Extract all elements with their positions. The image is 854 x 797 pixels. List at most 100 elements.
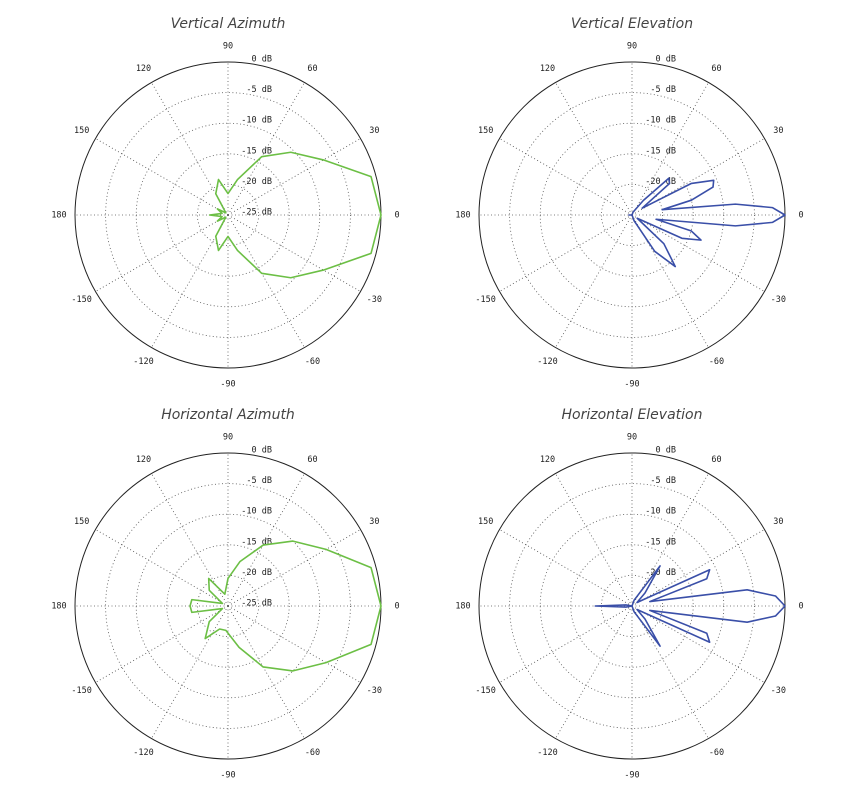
grid-spoke xyxy=(499,529,633,607)
grid-spoke xyxy=(631,605,765,683)
theta-tick-label: 180 xyxy=(455,602,470,612)
theta-tick-label: 60 xyxy=(307,455,317,465)
r-tick-label: -20 dB xyxy=(241,568,272,578)
grid-spoke xyxy=(227,605,361,683)
grid-spoke xyxy=(95,529,229,607)
pattern-line xyxy=(594,565,786,647)
grid-spoke xyxy=(151,605,229,739)
theta-tick-label: 30 xyxy=(369,126,379,136)
grid-spoke xyxy=(499,214,633,292)
r-tick-label: -5 dB xyxy=(246,476,272,486)
grid-ring xyxy=(166,544,290,668)
grid-ring xyxy=(601,575,664,638)
grid-spoke xyxy=(631,82,709,216)
theta-tick-label: 60 xyxy=(711,64,721,74)
grid-spoke xyxy=(631,605,709,739)
theta-tick-label: -30 xyxy=(367,686,382,696)
theta-tick-label: -120 xyxy=(537,357,557,367)
grid-spoke xyxy=(227,473,305,607)
grid-ring xyxy=(135,122,321,308)
r-tick-label: 0 dB xyxy=(656,55,676,65)
r-tick-label: -5 dB xyxy=(650,85,676,95)
grid-ring xyxy=(196,183,259,246)
theta-tick-label: 150 xyxy=(478,126,493,136)
grid-spoke xyxy=(227,82,305,216)
r-tick-label: -15 dB xyxy=(645,146,676,156)
theta-tick-label: 30 xyxy=(773,517,783,527)
r-tick-label: -20 dB xyxy=(645,568,676,578)
theta-tick-label: 0 xyxy=(798,602,803,612)
r-tick-label: -15 dB xyxy=(645,537,676,547)
theta-tick-label: 0 xyxy=(394,211,399,221)
theta-tick-label: 30 xyxy=(369,517,379,527)
theta-tick-label: 120 xyxy=(540,455,555,465)
chart-title: Horizontal Azimuth xyxy=(161,407,295,423)
grid-ring xyxy=(570,153,694,277)
grid-ring xyxy=(601,183,664,246)
theta-tick-label: -60 xyxy=(709,357,724,367)
grid-spoke xyxy=(95,214,229,292)
theta-tick-label: -30 xyxy=(771,295,786,305)
grid-spoke xyxy=(95,138,229,216)
grid-ring xyxy=(539,122,725,308)
grid-spoke xyxy=(555,605,633,739)
theta-tick-label: 150 xyxy=(74,126,89,136)
theta-tick-label: 0 xyxy=(394,602,399,612)
r-tick-label: -20 dB xyxy=(241,177,272,187)
theta-tick-label: 120 xyxy=(540,64,555,74)
theta-tick-label: 60 xyxy=(711,455,721,465)
theta-tick-label: 30 xyxy=(773,126,783,136)
theta-tick-label: 120 xyxy=(136,64,151,74)
theta-tick-label: -60 xyxy=(305,357,320,367)
grid-spoke xyxy=(227,214,361,292)
r-tick-label: -25 dB xyxy=(241,208,272,218)
grid-spoke xyxy=(227,138,361,216)
theta-tick-label: -150 xyxy=(71,686,91,696)
chart-title: Vertical Azimuth xyxy=(171,16,286,32)
r-tick-label: 0 dB xyxy=(252,446,272,456)
theta-tick-label: -30 xyxy=(367,295,382,305)
grid-spoke xyxy=(227,214,305,348)
grid-spoke xyxy=(555,473,633,607)
theta-tick-label: 90 xyxy=(627,433,637,443)
r-tick-label: -5 dB xyxy=(246,85,272,95)
theta-tick-label: 180 xyxy=(51,602,66,612)
grid-ring xyxy=(509,483,755,729)
grid-spoke xyxy=(499,605,633,683)
theta-tick-label: 90 xyxy=(627,42,637,52)
r-tick-label: -10 dB xyxy=(645,507,676,517)
grid-ring xyxy=(570,544,694,668)
r-tick-label: -10 dB xyxy=(645,116,676,126)
chart-title: Vertical Elevation xyxy=(571,16,693,32)
r-tick-label: -15 dB xyxy=(241,146,272,156)
theta-tick-label: -150 xyxy=(71,295,91,305)
grid-ring xyxy=(105,92,351,338)
r-tick-label: -15 dB xyxy=(241,537,272,547)
grid-spoke xyxy=(555,214,633,348)
theta-tick-label: -60 xyxy=(305,748,320,758)
pattern-line xyxy=(208,151,382,279)
r-tick-label: -20 dB xyxy=(645,177,676,187)
grid-ring xyxy=(509,92,755,338)
grid-spoke xyxy=(227,605,305,739)
grid-spoke xyxy=(631,473,709,607)
r-tick-label: -10 dB xyxy=(241,116,272,126)
r-tick-label: -5 dB xyxy=(650,476,676,486)
theta-tick-label: -90 xyxy=(624,771,639,781)
theta-tick-label: 90 xyxy=(223,433,233,443)
theta-tick-label: -150 xyxy=(475,686,495,696)
theta-tick-label: -120 xyxy=(133,357,153,367)
theta-tick-label: 150 xyxy=(74,517,89,527)
r-tick-label: -25 dB xyxy=(241,599,272,609)
r-tick-label: 0 dB xyxy=(656,446,676,456)
r-tick-label: 0 dB xyxy=(252,55,272,65)
theta-tick-label: 180 xyxy=(51,211,66,221)
theta-tick-label: -30 xyxy=(771,686,786,696)
grid-ring xyxy=(539,513,725,699)
grid-spoke xyxy=(499,138,633,216)
theta-tick-label: -90 xyxy=(220,771,235,781)
grid-ring xyxy=(166,153,290,277)
theta-tick-label: 120 xyxy=(136,455,151,465)
theta-tick-label: 150 xyxy=(478,517,493,527)
